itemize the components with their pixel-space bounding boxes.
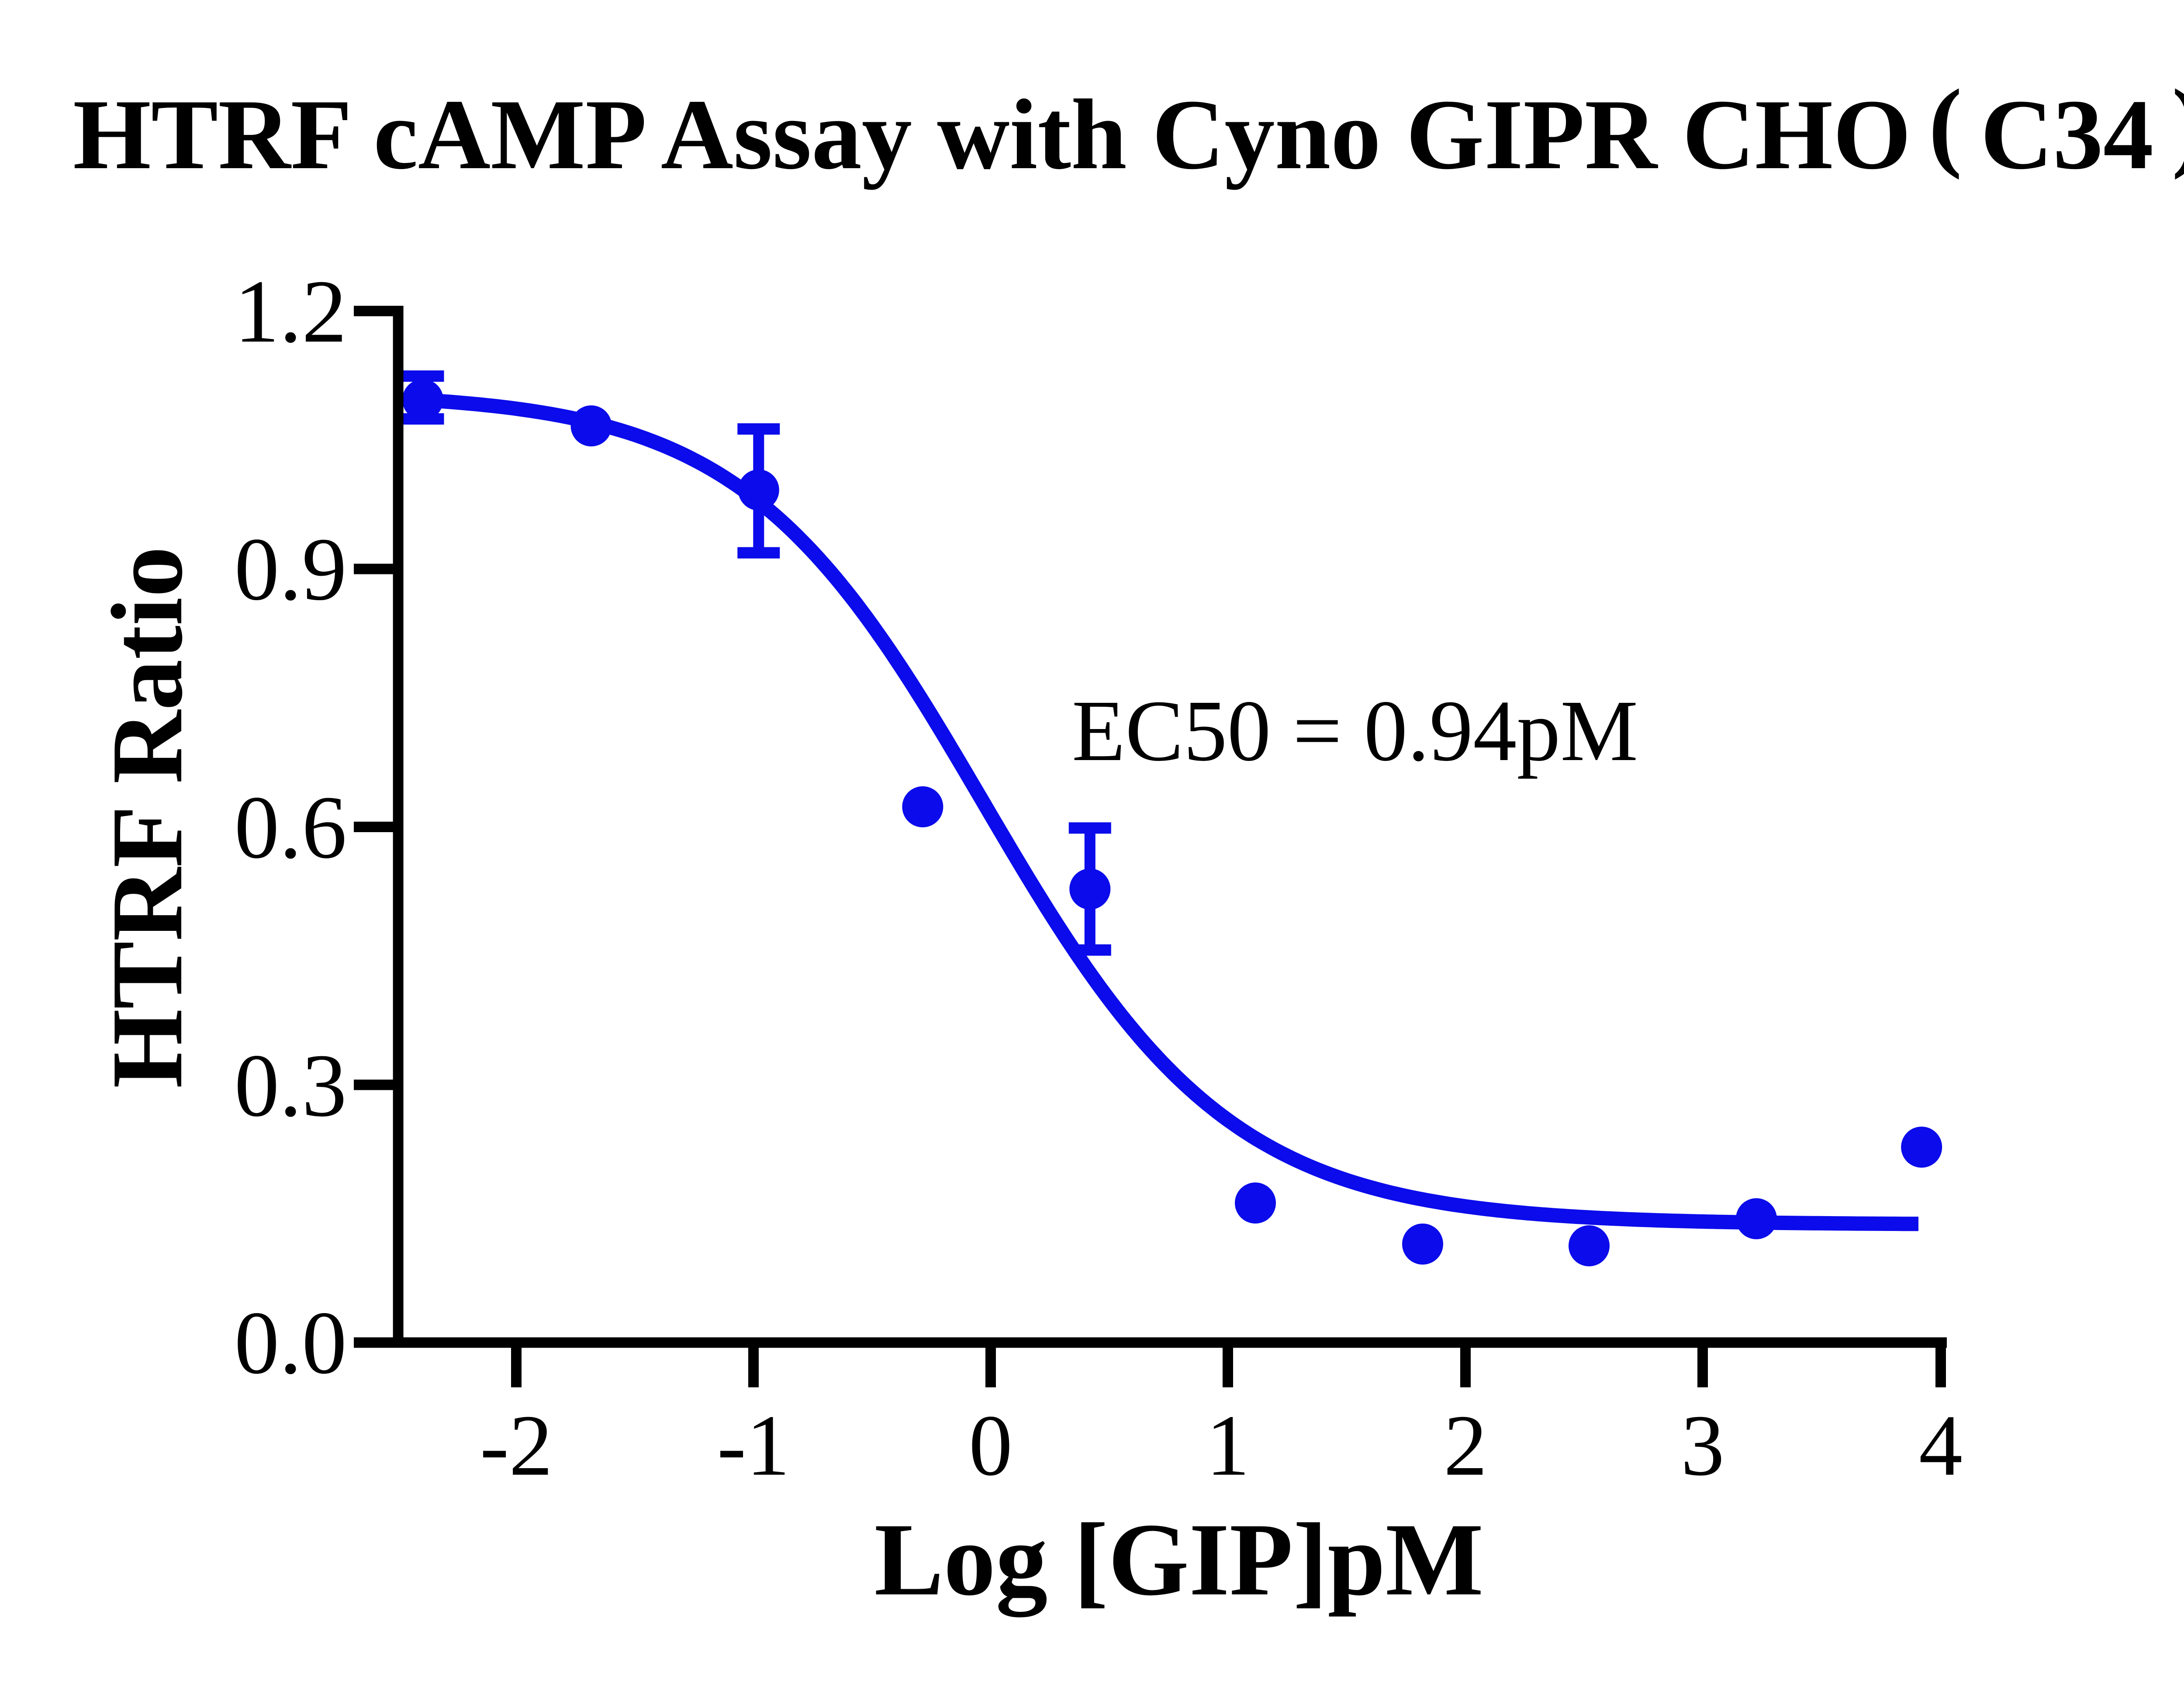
svg-text:0.3: 0.3 [235,1035,347,1135]
svg-text:4: 4 [1919,1397,1963,1494]
svg-text:1: 1 [1206,1397,1250,1494]
svg-text:1.2: 1.2 [235,261,347,361]
svg-text:EC50 = 0.94pM: EC50 = 0.94pM [1072,683,1638,779]
svg-text:0.0: 0.0 [235,1293,347,1393]
svg-text:0.6: 0.6 [235,777,347,877]
svg-text:0.9: 0.9 [235,519,347,619]
svg-text:0: 0 [969,1397,1013,1494]
svg-text:-1: -1 [717,1397,790,1494]
svg-text:Log [GIP]pM: Log [GIP]pM [874,1502,1484,1617]
svg-text:HTRF Ratio: HTRF Ratio [91,546,204,1088]
svg-text:-2: -2 [480,1397,553,1494]
svg-text:3: 3 [1681,1397,1724,1494]
svg-text:2: 2 [1444,1397,1487,1494]
svg-text:HTRF cAMP Assay with Cyno GIPR: HTRF cAMP Assay with Cyno GIPR CHO(C34) [73,69,2184,190]
